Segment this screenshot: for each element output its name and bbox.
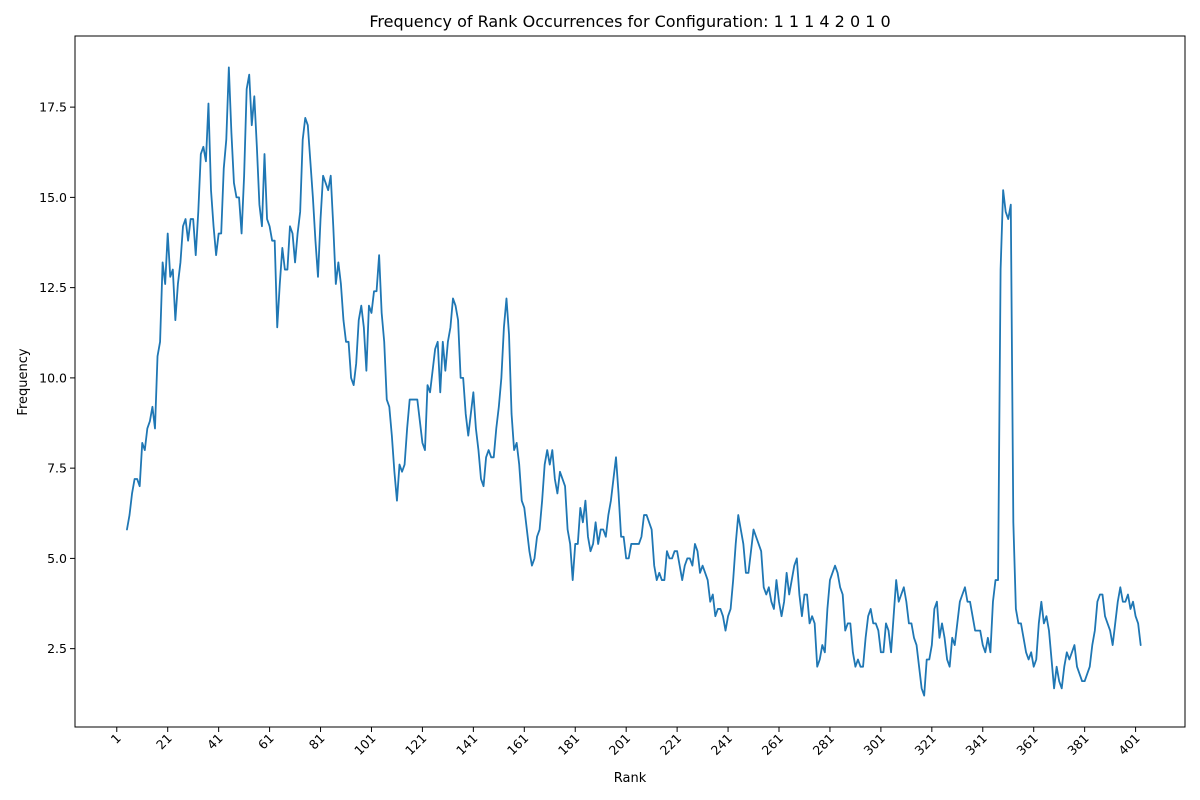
x-tick-label: 341 — [962, 731, 989, 758]
x-tick-label: 121 — [402, 731, 429, 758]
plot-area — [74, 35, 1186, 728]
y-tick-label: 2.5 — [47, 641, 67, 656]
x-tick-label: 41 — [204, 731, 226, 753]
y-axis: 2.5 5.0 7.5 10.0 12.5 15.0 17.5 — [39, 100, 75, 656]
y-tick-label: 12.5 — [39, 280, 67, 295]
chart-title: Frequency of Rank Occurrences for Config… — [369, 12, 890, 31]
x-axis-label: Rank — [614, 771, 647, 786]
x-tick-label: 61 — [255, 731, 277, 753]
x-tick-label: 181 — [555, 731, 582, 758]
series-line — [126, 66, 1142, 697]
x-tick-label: 261 — [759, 731, 786, 758]
x-tick-label: 281 — [810, 731, 837, 758]
x-tick-label: 101 — [351, 731, 378, 758]
x-axis: 1 21 41 61 81 101 121 141 161 181 201 221 241 261 281 3… — [108, 727, 1143, 758]
y-tick-label: 17.5 — [39, 100, 67, 115]
y-tick-label: 15.0 — [39, 190, 67, 205]
y-axis-label: Frequency — [16, 348, 31, 415]
x-tick-label: 81 — [306, 731, 328, 753]
x-tick-label: 241 — [708, 731, 735, 758]
x-tick-label: 1 — [108, 731, 124, 747]
x-tick-label: 161 — [504, 731, 531, 758]
x-tick-label: 401 — [1115, 731, 1142, 758]
x-tick-label: 321 — [911, 731, 938, 758]
x-tick-label: 361 — [1013, 731, 1040, 758]
x-tick-label: 21 — [153, 731, 175, 753]
plot-frame — [74, 35, 1186, 728]
y-tick-label: 5.0 — [47, 551, 67, 566]
x-tick-label: 201 — [606, 731, 633, 758]
y-tick-label: 10.0 — [39, 370, 67, 385]
x-tick-label: 301 — [861, 731, 888, 758]
x-tick-label: 141 — [453, 731, 480, 758]
y-tick-label: 7.5 — [47, 461, 67, 476]
x-tick-label: 221 — [657, 731, 684, 758]
x-tick-label: 381 — [1064, 731, 1091, 758]
